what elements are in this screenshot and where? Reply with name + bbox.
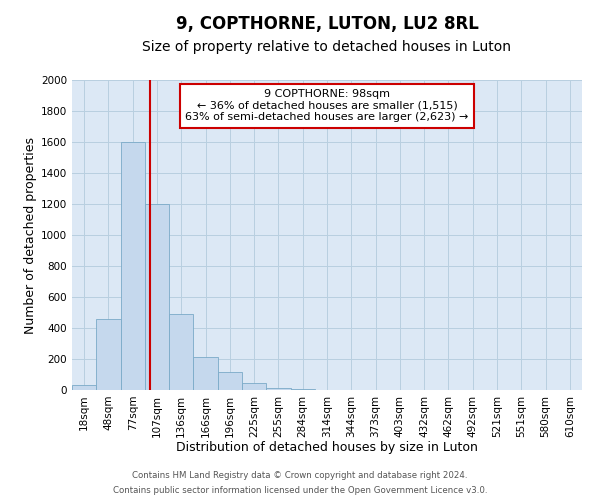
Bar [290, 389, 315, 390]
Bar [242, 383, 266, 390]
Bar [193, 358, 218, 390]
Bar [121, 142, 145, 390]
Text: 9 COPTHORNE: 98sqm
← 36% of detached houses are smaller (1,515)
63% of semi-deta: 9 COPTHORNE: 98sqm ← 36% of detached hou… [185, 90, 469, 122]
Bar [145, 204, 169, 390]
Text: 9, COPTHORNE, LUTON, LU2 8RL: 9, COPTHORNE, LUTON, LU2 8RL [176, 15, 478, 33]
Text: Contains HM Land Registry data © Crown copyright and database right 2024.: Contains HM Land Registry data © Crown c… [132, 471, 468, 480]
Bar [266, 388, 290, 390]
Text: Contains public sector information licensed under the Open Government Licence v3: Contains public sector information licen… [113, 486, 487, 495]
X-axis label: Distribution of detached houses by size in Luton: Distribution of detached houses by size … [176, 441, 478, 454]
Text: Size of property relative to detached houses in Luton: Size of property relative to detached ho… [143, 40, 511, 54]
Y-axis label: Number of detached properties: Number of detached properties [24, 136, 37, 334]
Bar [72, 384, 96, 390]
Bar [96, 318, 121, 390]
Bar [169, 314, 193, 390]
Bar [218, 372, 242, 390]
